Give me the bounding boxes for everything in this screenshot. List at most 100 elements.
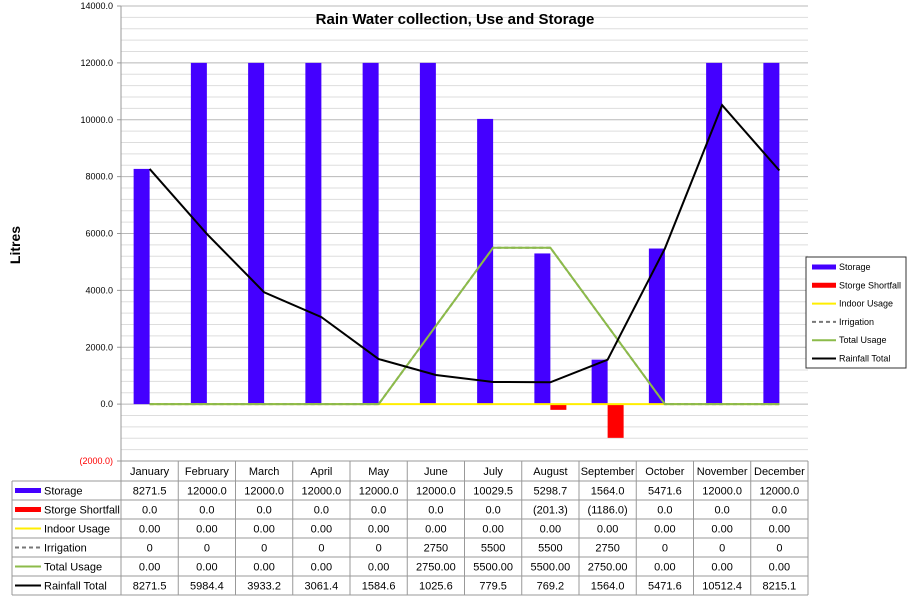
table-cell: 5500 [538, 543, 562, 555]
table-cell: 0 [719, 543, 725, 555]
gridlines [121, 5, 808, 462]
table-cell: 0.00 [196, 524, 217, 536]
table-header-cell: December [754, 466, 805, 478]
table-header-cell: July [483, 466, 503, 478]
table-cell: 0.0 [371, 505, 386, 517]
table-row-label: Storge Shortfall [44, 505, 120, 517]
storage-bar [534, 253, 551, 405]
table-cell: 2750 [595, 543, 619, 555]
table-row-label: Rainfall Total [44, 581, 107, 593]
table-cell: 1564.0 [591, 581, 625, 593]
table-cell: 0 [204, 543, 210, 555]
table-header-cell: August [533, 466, 567, 478]
table-cell: 0.00 [139, 562, 160, 574]
table-cell: 0 [662, 543, 668, 555]
shortfall-bar [607, 404, 624, 438]
table-cell: 5471.6 [648, 581, 682, 593]
shortfall-bar [550, 404, 567, 410]
y-tick-label: 0.0 [100, 399, 113, 409]
table-row-label: Irrigation [44, 543, 87, 555]
table-cell: 1025.6 [419, 581, 453, 593]
table-cell: 0.00 [540, 524, 561, 536]
total-usage-line [149, 246, 780, 406]
table-cell: 12000.0 [301, 486, 341, 498]
table-cell: 5984.4 [190, 581, 224, 593]
table-cell: 10029.5 [473, 486, 513, 498]
table-cell: 12000.0 [244, 486, 284, 498]
table-cell: 0 [376, 543, 382, 555]
chart-title: Rain Water collection, Use and Storage [316, 11, 595, 28]
table-cell: 12000.0 [416, 486, 456, 498]
legend-label: Storge Shortfall [839, 280, 901, 290]
table-cell: 5500 [481, 543, 505, 555]
table-row-label: Storage [44, 486, 83, 498]
table-cell: 0.00 [482, 524, 503, 536]
storage-bar [591, 359, 608, 405]
table-cell: 0 [318, 543, 324, 555]
y-tick-label: 4000.0 [85, 285, 113, 295]
y-tick-label: 10000.0 [80, 115, 113, 125]
table-header-cell: March [249, 466, 280, 478]
storage-bar [648, 248, 665, 405]
table-cell: 2750 [424, 543, 448, 555]
table-cell: 0.00 [597, 524, 618, 536]
table-cell: 8271.5 [133, 581, 167, 593]
table-cell: 0.00 [253, 562, 274, 574]
table-cell: 1564.0 [591, 486, 625, 498]
data-table: January February March April May June July Augu… [11, 460, 809, 596]
legend-label: Irrigation [839, 317, 874, 327]
storage-bar [190, 62, 207, 405]
table-cell: 0.0 [714, 505, 729, 517]
table-cell: 0.00 [253, 524, 274, 536]
table-cell: 0.00 [425, 524, 446, 536]
table-header-cell: November [697, 466, 748, 478]
table-cell: 0.00 [368, 562, 389, 574]
table-cell: 3061.4 [305, 581, 339, 593]
table-header-cell: June [424, 466, 448, 478]
storage-bar [133, 168, 150, 405]
storage-bar [419, 62, 436, 405]
table-cell: 5500.00 [530, 562, 570, 574]
storage-bar [248, 62, 265, 405]
table-cell: 769.2 [537, 581, 565, 593]
table-cell: 0.00 [711, 562, 732, 574]
y-tick-label: 2000.0 [85, 342, 113, 352]
table-cell: 12000.0 [759, 486, 799, 498]
table-cell: 5471.6 [648, 486, 682, 498]
table-cell: 0.0 [428, 505, 443, 517]
legend: Storage Storge Shortfall Indoor Usage Irrig… [805, 256, 907, 369]
table-cell: 12000.0 [359, 486, 399, 498]
table-cell: 0.00 [368, 524, 389, 536]
table-cell: 0.0 [657, 505, 672, 517]
series-lines [148, 103, 781, 406]
legend-box [805, 256, 907, 369]
table-cell: 779.5 [479, 581, 507, 593]
table-cell: 10512.4 [702, 581, 742, 593]
table-cell: 0 [147, 543, 153, 555]
table-cell: 5500.00 [473, 562, 513, 574]
table-cell: 0.0 [256, 505, 271, 517]
table-cell: 0.0 [485, 505, 500, 517]
table-cell: 0 [261, 543, 267, 555]
table-row-label: Indoor Usage [44, 524, 110, 536]
table-header-cell: April [310, 466, 332, 478]
table-cell: 8215.1 [763, 581, 797, 593]
table-cell: 8271.5 [133, 486, 167, 498]
table-cell: 0.00 [769, 524, 790, 536]
legend-label: Rainfall Total [839, 354, 890, 364]
table-cell: 0.00 [196, 562, 217, 574]
bars [133, 62, 780, 438]
table-header-cell: September [581, 466, 635, 478]
storage-bar [763, 62, 780, 405]
storage-bar [706, 62, 723, 405]
legend-label: Total Usage [839, 335, 887, 345]
table-cell: 0.0 [142, 505, 157, 517]
table-cell: 0.00 [311, 524, 332, 536]
table-cell: 0 [776, 543, 782, 555]
table-header-cell: February [185, 466, 230, 478]
storage-bar [477, 118, 494, 405]
legend-label: Storage [839, 262, 871, 272]
table-cell: 5298.7 [534, 486, 568, 498]
y-tick-label: 6000.0 [85, 229, 113, 239]
